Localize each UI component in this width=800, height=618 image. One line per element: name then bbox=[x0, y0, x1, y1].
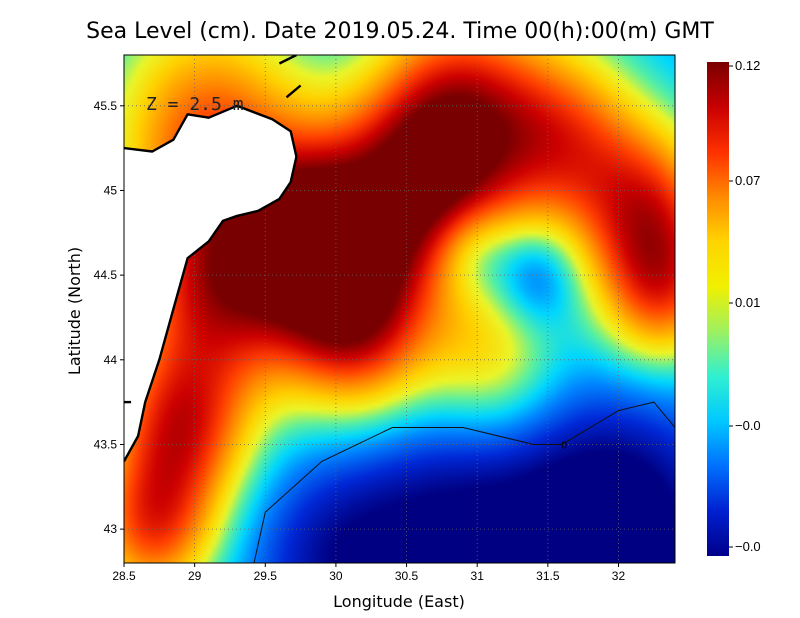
colorbar-label: 0.07 bbox=[735, 173, 760, 188]
x-tick-label: 28.5 bbox=[112, 569, 136, 583]
y-tick-label: 45.5 bbox=[94, 99, 118, 113]
colorbar: 0.12 0.07 0.01 −0.0 −0.0 bbox=[707, 58, 761, 556]
land-mass bbox=[124, 55, 297, 462]
contour-line bbox=[253, 401, 675, 563]
coastline-segment bbox=[285, 84, 302, 99]
y-tick-label: 45 bbox=[104, 183, 118, 197]
colorbar-labels: 0.12 0.07 0.01 −0.0 −0.0 bbox=[729, 58, 761, 554]
zero-contour: 0 bbox=[253, 401, 675, 563]
coastline-segment bbox=[278, 55, 297, 65]
colorbar-label: 0.01 bbox=[735, 295, 760, 310]
plot-area: 0 Z = 2.5 m bbox=[123, 54, 676, 564]
y-tick-label: 44 bbox=[104, 353, 118, 367]
colorbar-label: −0.0 bbox=[735, 418, 761, 433]
y-axis-label: Latitude (North) bbox=[65, 247, 84, 375]
coastline bbox=[124, 55, 302, 462]
x-tick-label: 31 bbox=[471, 569, 485, 583]
x-axis-label: Longitude (East) bbox=[333, 592, 465, 611]
chart-title: Sea Level (cm). Date 2019.05.24. Time 00… bbox=[86, 19, 714, 44]
x-tick-label: 30.5 bbox=[395, 569, 419, 583]
plot-frame bbox=[123, 54, 676, 564]
x-tick-label: 29.5 bbox=[254, 569, 278, 583]
depth-annotation: Z = 2.5 m bbox=[146, 94, 244, 115]
coastline-segment bbox=[124, 104, 298, 462]
y-tick-label: 43.5 bbox=[94, 437, 118, 451]
x-axis-ticks: 28.5 29 29.5 30 30.5 31 31.5 32 bbox=[112, 563, 625, 583]
y-tick-label: 44.5 bbox=[94, 268, 118, 282]
contour-label: 0 bbox=[561, 440, 567, 451]
y-axis-ticks: 43 43.5 44 44.5 45 45.5 bbox=[94, 99, 124, 536]
x-tick-label: 32 bbox=[612, 569, 626, 583]
x-tick-label: 31.5 bbox=[536, 569, 560, 583]
y-tick-label: 43 bbox=[104, 522, 118, 536]
colorbar-label: 0.12 bbox=[735, 58, 760, 73]
colorbar-scale bbox=[707, 62, 729, 556]
colorbar-label: −0.0 bbox=[735, 539, 761, 554]
x-tick-label: 29 bbox=[188, 569, 202, 583]
x-tick-label: 30 bbox=[329, 569, 343, 583]
